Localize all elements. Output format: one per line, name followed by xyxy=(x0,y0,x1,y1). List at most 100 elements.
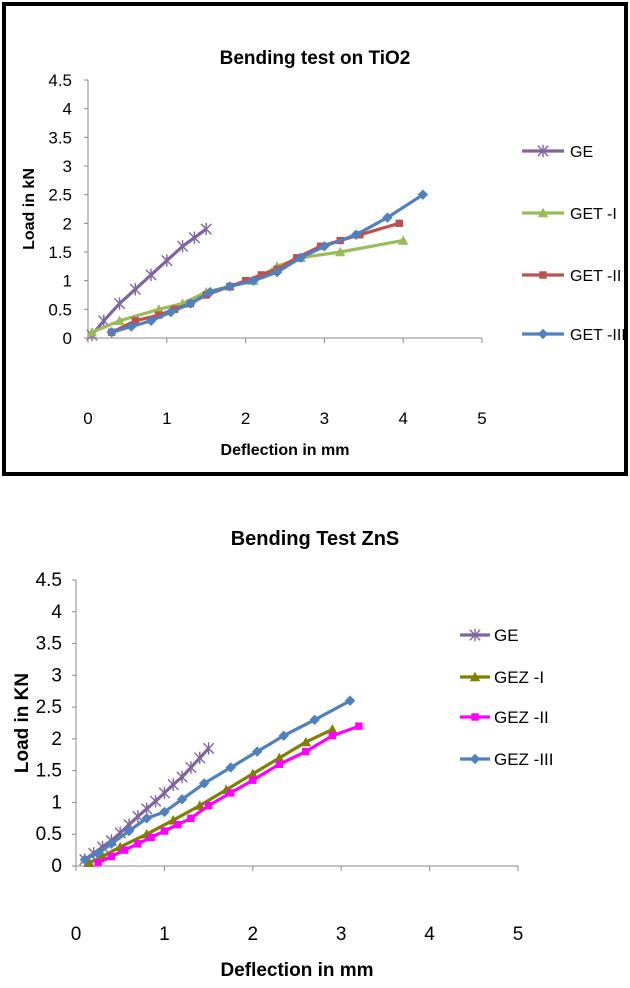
data-point xyxy=(204,286,216,298)
data-point xyxy=(275,760,284,769)
data-point xyxy=(145,268,157,282)
legend-marker xyxy=(537,207,549,218)
legend-marker xyxy=(469,671,481,682)
legend-item-get-i: GET -I xyxy=(522,206,617,223)
chart-tio2: Bending test on TiO2 0 0.5 1 1.5 2 2.5 3 3.5 4 4.5… xyxy=(2,2,628,476)
legend-item-gez-iii: GEZ -III xyxy=(460,750,554,769)
x-tick-label: 3 xyxy=(336,924,347,945)
series-line-gez-iii xyxy=(84,699,351,862)
y-axis-label: Load in KN xyxy=(12,673,33,773)
data-point xyxy=(327,724,338,734)
data-point xyxy=(249,776,257,784)
data-point xyxy=(176,240,189,253)
data-point xyxy=(126,321,137,332)
y-tick-label: 1.5 xyxy=(48,243,72,262)
y-tick-label: 3.5 xyxy=(36,634,62,655)
series-line-gez-i xyxy=(88,727,334,865)
y-tick-label: 2.5 xyxy=(36,697,62,718)
legend-label: GET -I xyxy=(570,206,617,223)
x-axis-label: Deflection in mm xyxy=(220,960,373,981)
y-tick-label: 1.5 xyxy=(36,761,62,782)
data-point xyxy=(131,317,139,325)
data-point xyxy=(334,246,346,257)
data-point xyxy=(350,229,362,240)
series-ge xyxy=(79,742,215,866)
y-tick-label: 3.5 xyxy=(48,128,72,147)
data-point xyxy=(417,189,429,200)
legend-item-ge: GE xyxy=(460,626,519,645)
data-point xyxy=(132,810,144,823)
data-point xyxy=(247,768,258,779)
data-point xyxy=(145,315,157,326)
y-tick-label: 3 xyxy=(51,665,62,686)
x-tick-label: 1 xyxy=(162,409,171,428)
y-tick-label: 0 xyxy=(63,329,72,348)
data-point xyxy=(176,770,188,784)
data-point xyxy=(86,327,98,337)
data-point xyxy=(225,762,236,773)
y-tick-label: 3 xyxy=(63,157,72,176)
data-point xyxy=(106,327,117,338)
legend-item-gez-i: GEZ -I xyxy=(460,668,544,687)
data-point xyxy=(395,219,403,228)
y-tick-label: 4.5 xyxy=(36,570,62,591)
data-point xyxy=(161,254,173,267)
legend-label: GEZ -III xyxy=(494,750,554,769)
y-tick-label: 1 xyxy=(63,272,72,291)
legend-label: GEZ -II xyxy=(494,708,549,727)
series-get-iii xyxy=(106,189,429,338)
data-point xyxy=(187,814,195,823)
data-point xyxy=(158,786,171,800)
data-point xyxy=(160,827,169,835)
chart-panel-zns: Bending Test ZnS 0 0.5 1 1.5 2 2.5 3 3.5 4 4.5 0 1 2 3… xyxy=(0,478,630,988)
data-point xyxy=(382,212,393,223)
y-tick-label: 2.5 xyxy=(48,186,72,205)
data-point xyxy=(165,307,176,318)
data-point xyxy=(300,736,312,747)
chart-frame xyxy=(2,2,628,476)
legend-label: GET -III xyxy=(570,327,626,344)
data-point xyxy=(202,742,215,755)
data-point xyxy=(185,761,197,774)
data-point xyxy=(173,820,182,829)
data-point xyxy=(271,266,283,278)
data-point xyxy=(319,241,330,252)
data-point xyxy=(185,298,196,309)
y-tick-label: 4 xyxy=(51,602,62,623)
y-tick-label: 0 xyxy=(51,856,62,877)
x-tick-label: 4 xyxy=(424,924,435,945)
x-axis-label: Deflection in mm xyxy=(221,442,350,459)
data-point xyxy=(159,806,170,818)
data-point xyxy=(147,833,155,842)
data-point xyxy=(204,801,213,810)
data-point xyxy=(153,304,165,314)
x-tick-label: 4 xyxy=(398,409,407,428)
data-point xyxy=(398,235,409,245)
data-point xyxy=(198,778,210,789)
data-point xyxy=(241,276,250,285)
y-tick-label: 2 xyxy=(51,729,62,750)
data-point xyxy=(113,297,126,310)
y-tick-label: 2 xyxy=(63,214,72,233)
data-point xyxy=(194,751,206,765)
x-tick-label: 0 xyxy=(71,924,82,945)
x-tick-label: 5 xyxy=(513,924,524,945)
data-point xyxy=(123,825,135,837)
data-point xyxy=(200,222,212,236)
data-point xyxy=(252,746,263,757)
data-point xyxy=(328,732,337,740)
data-point xyxy=(274,752,285,763)
y-axis-label: Load in kN xyxy=(21,168,38,250)
data-point xyxy=(94,859,102,867)
data-point xyxy=(194,800,205,810)
x-tick-label: 2 xyxy=(248,924,259,945)
legend-label: GET -II xyxy=(570,268,621,285)
y-tick-label: 4.5 xyxy=(48,71,72,90)
x-tick-label: 5 xyxy=(477,409,486,428)
legend-item-ge: GE xyxy=(522,144,593,161)
data-point xyxy=(141,802,153,815)
data-point xyxy=(257,271,266,279)
y-tick-label: 4 xyxy=(63,100,72,119)
chart-title: Bending Test ZnS xyxy=(231,528,400,550)
y-tick-label: 0.5 xyxy=(48,300,72,319)
